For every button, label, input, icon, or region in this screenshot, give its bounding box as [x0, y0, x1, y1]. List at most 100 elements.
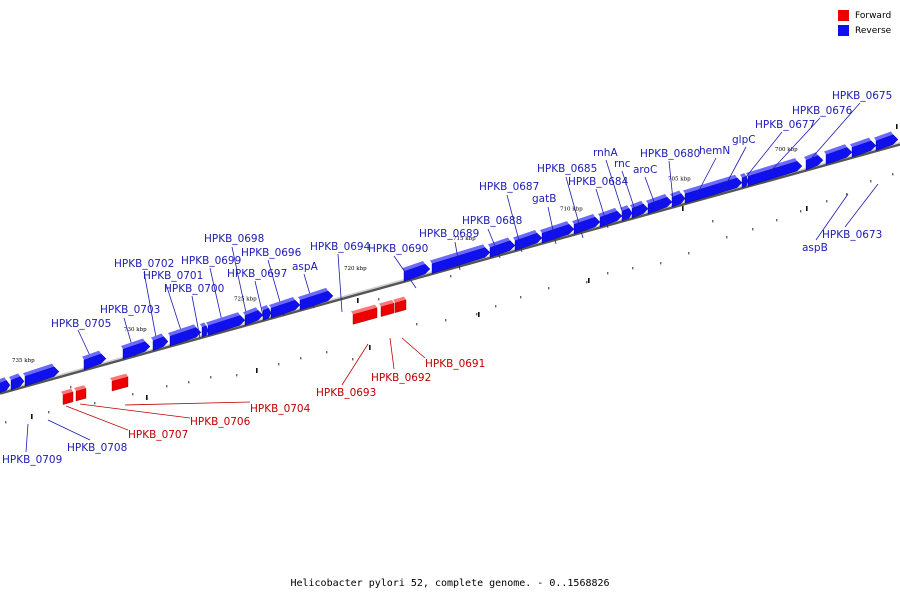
- gene-label[interactable]: HPKB_0689: [419, 228, 479, 240]
- gene-label[interactable]: HPKB_0685: [537, 163, 597, 175]
- tick-dot: [326, 351, 328, 354]
- gene-block[interactable]: [83, 353, 107, 371]
- gene-block[interactable]: [299, 290, 334, 311]
- gene-feature[interactable]: hemN: [683, 145, 743, 204]
- gene-block[interactable]: [851, 140, 877, 158]
- gene-feature[interactable]: HPKB_0708: [9, 373, 127, 454]
- legend-item-forward: Forward: [838, 8, 891, 23]
- gene-label[interactable]: HPKB_0703: [100, 304, 160, 316]
- gene-label[interactable]: HPKB_0684: [568, 176, 629, 188]
- gene-label[interactable]: HPKB_0687: [479, 181, 539, 193]
- gene-feature[interactable]: rnc: [614, 158, 649, 219]
- gene-label[interactable]: HPKB_0707: [128, 429, 188, 441]
- gene-label[interactable]: HPKB_0699: [181, 255, 241, 267]
- gene-label[interactable]: aroC: [633, 164, 657, 176]
- gene-label[interactable]: HPKB_0708: [67, 442, 127, 454]
- gene-label[interactable]: HPKB_0700: [164, 283, 224, 295]
- gene-label[interactable]: HPKB_0680: [640, 148, 700, 160]
- gene-label[interactable]: HPKB_0706: [190, 416, 251, 428]
- gene-block[interactable]: [747, 160, 803, 187]
- gene-leader-line: [341, 343, 369, 386]
- gene-feature[interactable]: HPKB_0675: [809, 90, 892, 165]
- gene-feature[interactable]: rnhA: [593, 147, 633, 222]
- gene-feature[interactable]: HPKB_0673: [822, 131, 899, 241]
- gene-feature[interactable]: HPKB_0689: [419, 228, 491, 274]
- gene-label[interactable]: hemN: [699, 145, 730, 157]
- gene-block-top: [151, 333, 164, 341]
- gene-label[interactable]: HPKB_0688: [462, 215, 522, 227]
- gene-block-top: [572, 213, 595, 225]
- gene-feature[interactable]: HPKB_0677: [741, 119, 815, 187]
- gene-label[interactable]: HPKB_0693: [316, 387, 376, 399]
- gene-label[interactable]: HPKB_0676: [792, 105, 853, 117]
- gene-feature[interactable]: HPKB_0701: [143, 270, 203, 351]
- gene-label[interactable]: HPKB_0675: [832, 90, 892, 102]
- gene-block[interactable]: [244, 309, 264, 326]
- gene-feature[interactable]: HPKB_0700: [164, 283, 224, 347]
- gene-feature[interactable]: aspA: [269, 261, 319, 319]
- gene-feature[interactable]: HPKB_0692: [371, 299, 431, 384]
- gene-label[interactable]: HPKB_0696: [241, 247, 302, 259]
- gene-feature[interactable]: HPKB_0690: [368, 243, 431, 289]
- gene-block[interactable]: [647, 196, 673, 214]
- gene-feature[interactable]: HPKB_0693: [316, 304, 378, 399]
- gene-label[interactable]: glpC: [732, 134, 756, 146]
- gene-feature[interactable]: HPKB_0687: [479, 181, 543, 253]
- gene-feature[interactable]: HPKB_0680: [640, 148, 700, 208]
- gene-feature[interactable]: HPKB_0697: [227, 268, 287, 326]
- gene-label[interactable]: rnc: [614, 158, 631, 170]
- gene-label[interactable]: aspA: [292, 261, 319, 273]
- tick-mark: [369, 345, 371, 350]
- gene-feature[interactable]: HPKB_0685: [537, 163, 601, 239]
- tick-label: 715 kbp: [453, 236, 476, 242]
- gene-feature[interactable]: HPKB_0707: [61, 388, 188, 441]
- gene-feature[interactable]: HPKB_0688: [462, 215, 522, 259]
- gene-label[interactable]: rnhA: [593, 147, 618, 159]
- gene-feature[interactable]: HPKB_0698: [204, 233, 264, 336]
- gene-block-top: [200, 322, 207, 328]
- gene-label[interactable]: HPKB_0698: [204, 233, 264, 245]
- gene-block[interactable]: [805, 155, 824, 171]
- tick-dot: [236, 374, 238, 377]
- gene-label[interactable]: HPKB_0691: [425, 358, 485, 370]
- gene-feature[interactable]: HPKB_0694: [298, 241, 371, 313]
- gene-feature[interactable]: HPKB_0684: [568, 176, 629, 229]
- gene-label[interactable]: HPKB_0690: [368, 243, 428, 255]
- tick-dot: [445, 319, 447, 322]
- gene-label[interactable]: HPKB_0673: [822, 229, 882, 241]
- gene-feature[interactable]: HPKB_0704: [110, 373, 311, 415]
- gene-feature[interactable]: HPKB_0696: [241, 247, 302, 321]
- gene-block[interactable]: [62, 391, 74, 405]
- gene-feature[interactable]: HPKB_0702: [114, 258, 174, 360]
- gene-label[interactable]: HPKB_0705: [51, 318, 111, 330]
- gene-block[interactable]: [75, 387, 87, 402]
- gene-feature[interactable]: aspB: [802, 137, 877, 254]
- gene-feature[interactable]: HPKB_0706: [74, 385, 251, 428]
- gene-feature[interactable]: HPKB_0691: [393, 296, 485, 370]
- gene-label[interactable]: HPKB_0692: [371, 372, 431, 384]
- gene-block[interactable]: [514, 232, 543, 251]
- gene-label[interactable]: HPKB_0694: [310, 241, 371, 253]
- gene-label[interactable]: aspB: [802, 242, 828, 254]
- gene-block[interactable]: [825, 147, 853, 165]
- gene-block[interactable]: [24, 366, 60, 387]
- tick-dot: [712, 220, 714, 223]
- gene-feature[interactable]: HPKB_0709: [0, 377, 62, 466]
- gene-block[interactable]: [122, 341, 151, 360]
- gene-label[interactable]: HPKB_0709: [2, 454, 62, 466]
- gene-label[interactable]: gatB: [532, 193, 556, 205]
- gene-label[interactable]: HPKB_0697: [227, 268, 287, 280]
- gene-feature[interactable]: glpC: [721, 134, 756, 193]
- gene-feature[interactable]: HPKB_0703: [82, 304, 160, 371]
- gene-block[interactable]: [599, 210, 623, 228]
- gene-feature[interactable]: gatB: [532, 193, 575, 245]
- gene-feature[interactable]: aroC: [633, 164, 673, 214]
- gene-label[interactable]: HPKB_0702: [114, 258, 174, 270]
- gene-label[interactable]: HPKB_0701: [143, 270, 203, 282]
- gene-block[interactable]: [431, 247, 491, 274]
- gene-label[interactable]: HPKB_0704: [250, 403, 311, 415]
- gene-label[interactable]: HPKB_0677: [755, 119, 815, 131]
- tick-dot: [278, 363, 280, 366]
- gene-feature[interactable]: HPKB_0676: [769, 105, 853, 173]
